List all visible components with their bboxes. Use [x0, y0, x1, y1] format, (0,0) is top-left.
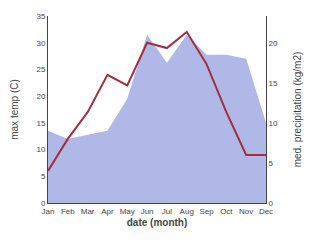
svg-text:15: 15 — [36, 119, 45, 128]
svg-text:Jan: Jan — [42, 207, 55, 216]
svg-text:med. precipitation (kg/m2): med. precipitation (kg/m2) — [292, 52, 303, 168]
svg-text:0: 0 — [269, 199, 274, 208]
svg-text:Sep: Sep — [199, 207, 214, 216]
svg-text:Jul: Jul — [162, 207, 172, 216]
svg-text:May: May — [120, 207, 135, 216]
svg-text:date (month): date (month) — [127, 217, 188, 228]
svg-text:0: 0 — [41, 199, 46, 208]
svg-text:20: 20 — [36, 92, 45, 101]
svg-text:Oct: Oct — [220, 207, 233, 216]
svg-text:20: 20 — [269, 38, 278, 47]
svg-text:25: 25 — [36, 65, 45, 74]
svg-text:Mar: Mar — [81, 207, 95, 216]
svg-text:10: 10 — [36, 145, 45, 154]
svg-text:Nov: Nov — [239, 207, 253, 216]
svg-text:max temp (C): max temp (C) — [9, 79, 20, 140]
svg-text:Jun: Jun — [141, 207, 154, 216]
svg-text:5: 5 — [41, 172, 46, 181]
svg-text:Feb: Feb — [61, 207, 75, 216]
svg-text:10: 10 — [269, 119, 278, 128]
svg-text:Aug: Aug — [180, 207, 194, 216]
svg-text:15: 15 — [269, 79, 278, 88]
svg-text:30: 30 — [36, 39, 45, 48]
svg-text:Apr: Apr — [101, 207, 114, 216]
svg-text:5: 5 — [269, 159, 274, 168]
svg-text:35: 35 — [36, 12, 45, 21]
svg-text:Dec: Dec — [259, 207, 273, 216]
